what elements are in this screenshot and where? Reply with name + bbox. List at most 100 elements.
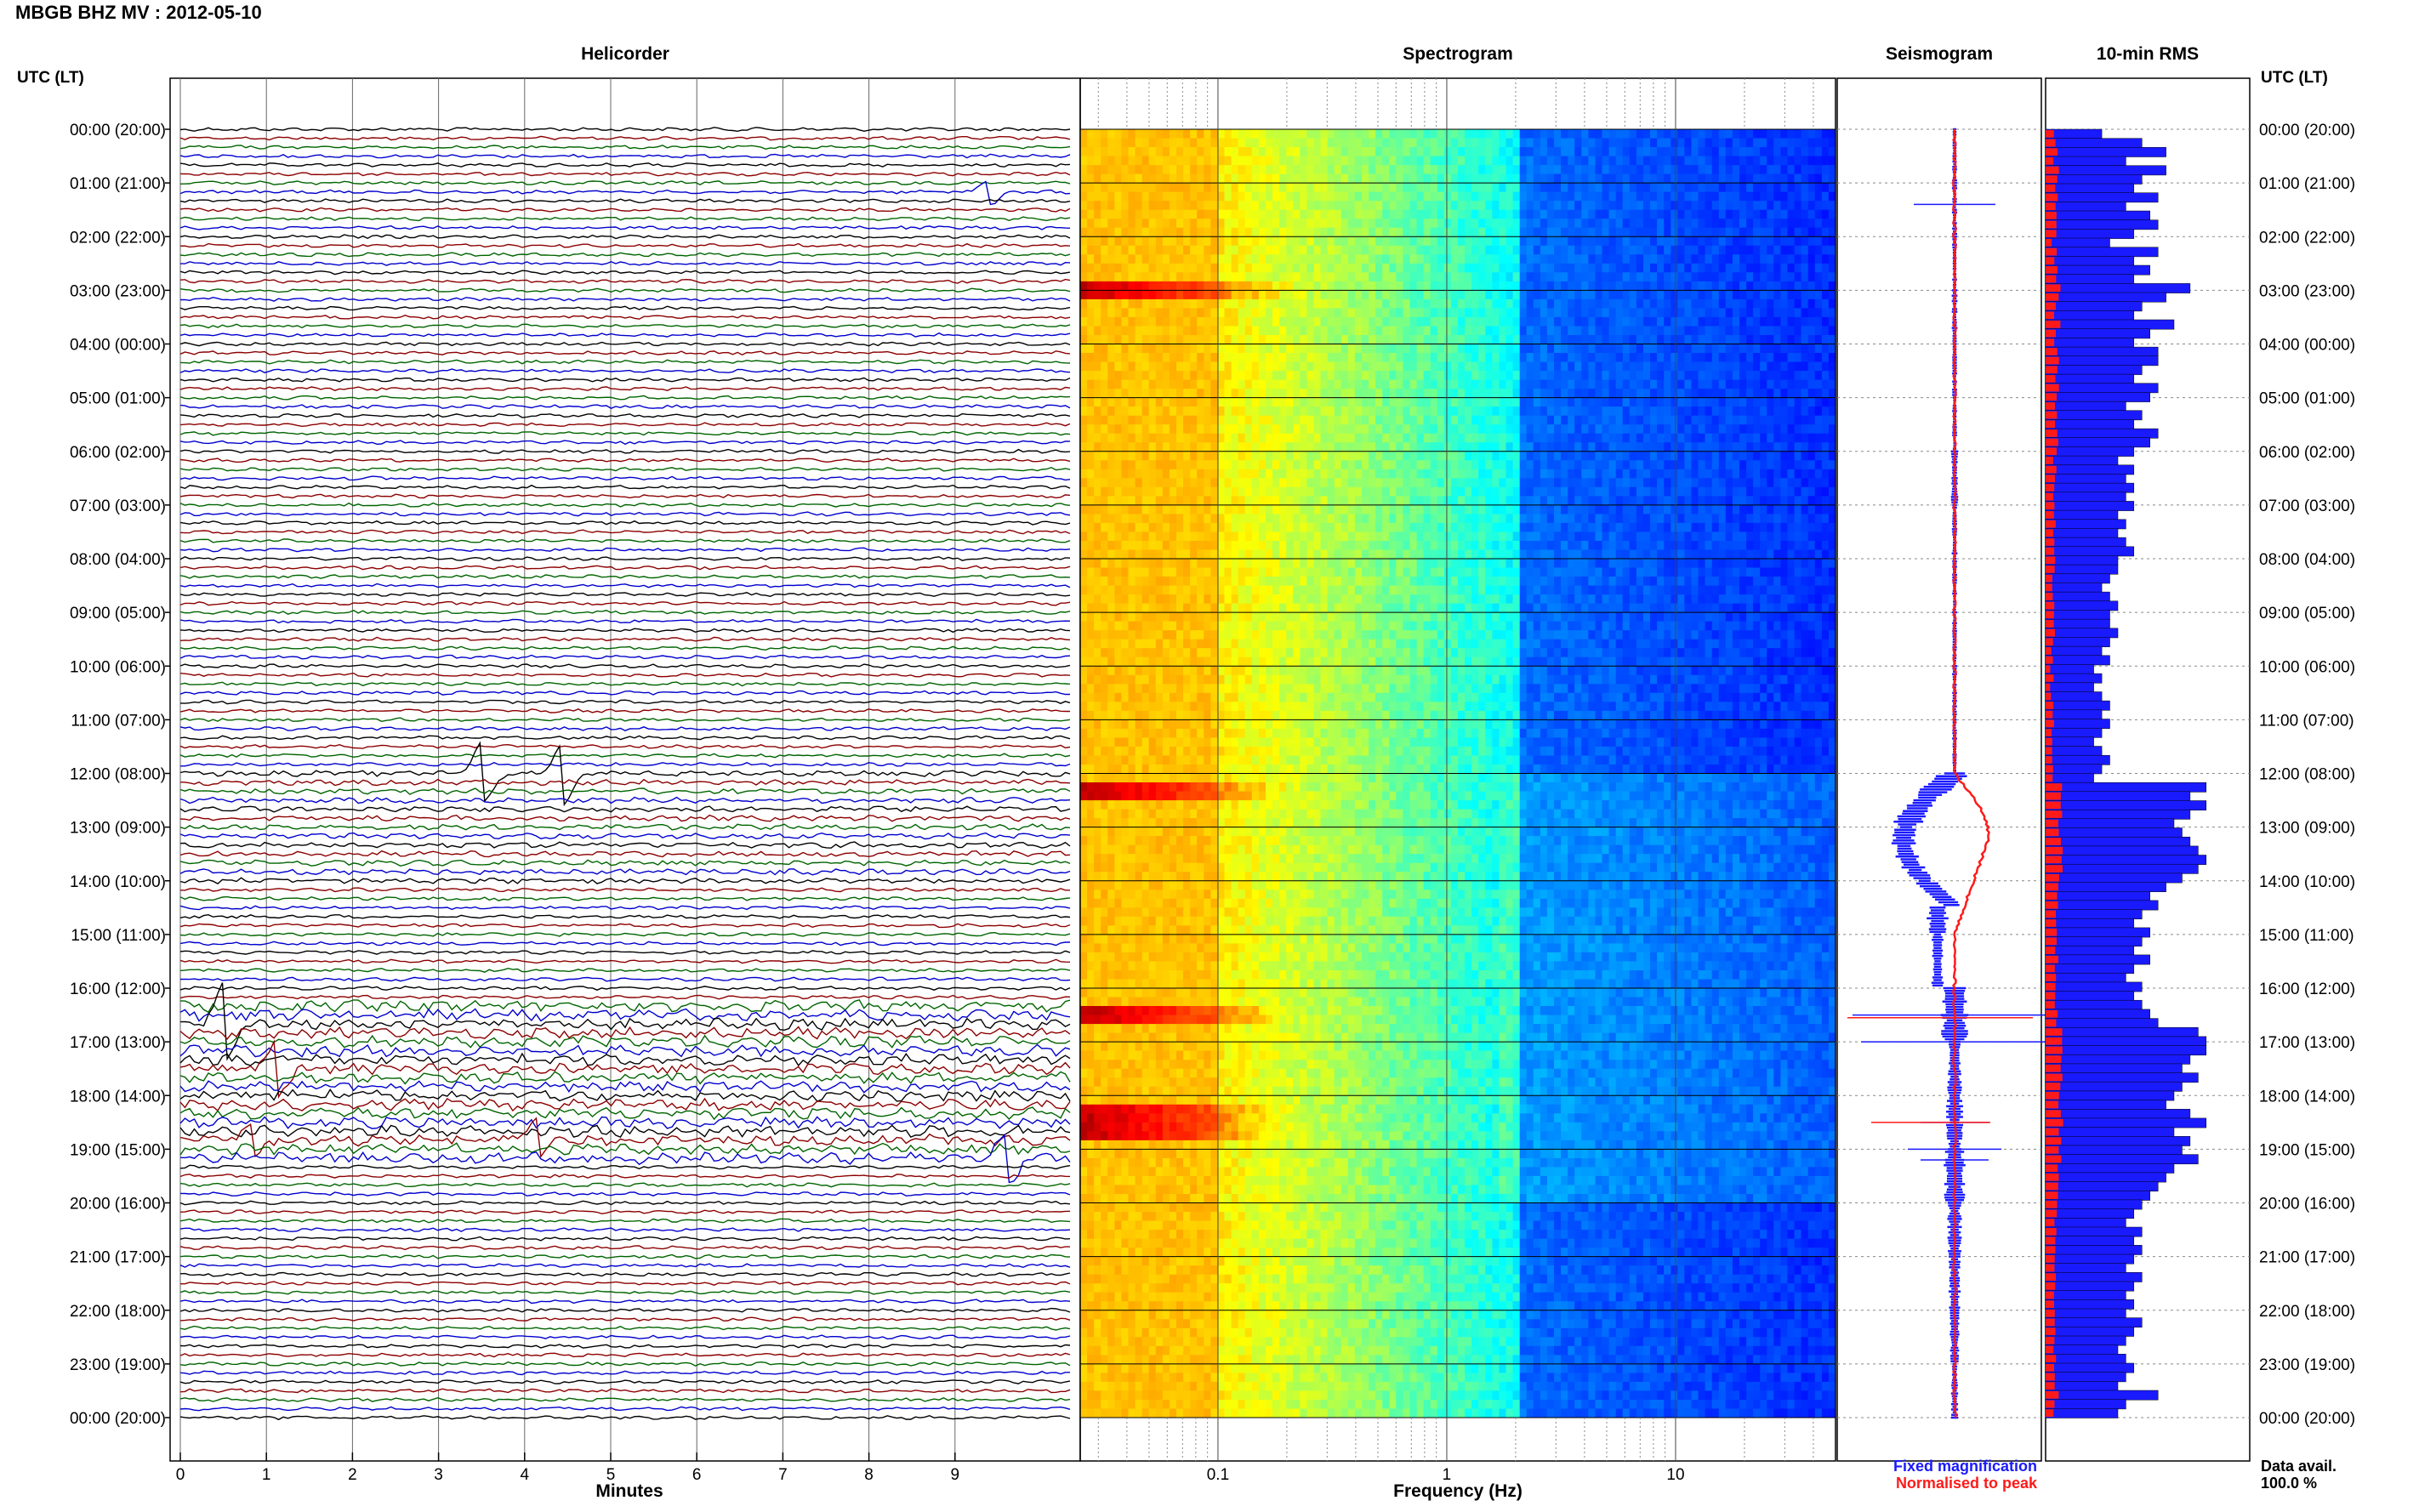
spectrogram-cell: [1636, 496, 1644, 506]
spectrogram-cell: [1767, 460, 1774, 470]
spectrogram-cell: [1217, 433, 1226, 443]
spectrogram-cell: [1183, 316, 1191, 327]
spectrogram-cell: [1183, 415, 1191, 425]
helicorder-trace: [179, 162, 1071, 168]
spectrogram-cell: [1643, 442, 1651, 452]
spectrogram-cell: [1512, 406, 1521, 417]
spectrogram-cell: [1643, 424, 1651, 435]
spectrogram-cell: [1753, 165, 1761, 175]
spectrogram-cell: [1581, 442, 1589, 452]
spectrogram-cell: [1327, 442, 1335, 452]
hour-label-right: 22:00 (18:00): [2259, 1303, 2355, 1321]
spectrogram-cell: [1739, 460, 1747, 470]
spectrogram-cell: [1574, 173, 1582, 184]
spectrogram-cell: [1711, 424, 1720, 435]
spectrogram-cell: [1382, 147, 1390, 157]
spectrogram-cell: [1327, 353, 1335, 363]
spectrogram-cell: [1622, 281, 1631, 291]
spectrogram-cell: [1807, 227, 1816, 237]
spectrogram-cell: [1540, 263, 1548, 273]
spectrogram-cell: [1458, 397, 1466, 407]
spectrogram-cell: [1807, 406, 1816, 417]
helicorder-trace: [179, 1253, 1071, 1259]
spectrogram-cell: [1443, 451, 1452, 461]
spectrogram-cell: [1691, 201, 1699, 211]
spectrogram-cell: [1300, 486, 1307, 497]
spectrogram-cell: [1629, 433, 1637, 443]
spectrogram-cell: [1657, 504, 1665, 514]
spectrogram-cell: [1767, 469, 1774, 479]
spectrogram-cell: [1705, 290, 1713, 300]
spectrogram-cell: [1801, 156, 1809, 166]
spectrogram-cell: [1671, 451, 1678, 461]
hour-label-right: 08:00 (04:00): [2259, 551, 2355, 569]
spectrogram-cell: [1561, 219, 1568, 229]
spectrogram-cell: [1636, 156, 1644, 166]
spectrogram-cell: [1546, 219, 1555, 229]
spectrogram-cell: [1636, 254, 1644, 264]
spectrogram-cell: [1148, 129, 1157, 139]
helicorder-trace: [179, 958, 1071, 964]
spectrogram-cell: [1512, 379, 1521, 389]
spectrogram-cell: [1244, 415, 1253, 425]
spectrogram-cell: [1664, 298, 1671, 309]
spectrogram-cell: [1595, 433, 1603, 443]
spectrogram-cell: [1334, 504, 1342, 514]
spectrogram-cell: [1389, 451, 1397, 461]
spectrogram-cell: [1814, 389, 1823, 399]
spectrogram-cell: [1210, 451, 1219, 461]
spectrogram-cell: [1664, 290, 1671, 300]
spectrogram-cell: [1430, 424, 1438, 435]
spectrogram-cell: [1258, 397, 1266, 407]
spectrogram-cell: [1162, 389, 1170, 399]
spectrogram-cell: [1389, 504, 1397, 514]
spectrogram-cell: [1499, 245, 1507, 255]
spectrogram-cell: [1347, 415, 1356, 425]
spectrogram-cell: [1409, 326, 1418, 336]
spectrogram-cell: [1773, 254, 1781, 264]
spectrogram-cell: [1266, 326, 1273, 336]
spectrogram-cell: [1114, 219, 1123, 229]
spectrogram-cell: [1739, 379, 1747, 389]
spectrogram-cell: [1588, 236, 1597, 247]
spectrogram-cell: [1821, 156, 1830, 166]
spectrogram-cell: [1615, 451, 1624, 461]
spectrogram-cell: [1828, 451, 1836, 461]
spectrogram-cell: [1094, 281, 1101, 291]
spectrogram-cell: [1430, 156, 1438, 166]
spectrogram-cell: [1306, 138, 1315, 148]
spectrogram-cell: [1087, 335, 1095, 345]
spectrogram-cell: [1691, 254, 1699, 264]
spectrogram-cell: [1176, 147, 1184, 157]
spectrogram-cell: [1176, 298, 1184, 309]
spectrogram-cell: [1306, 254, 1315, 264]
spectrogram-cell: [1258, 219, 1266, 229]
spectrogram-cell: [1773, 272, 1781, 282]
helicorder-trace: [180, 1281, 1071, 1286]
spectrogram-cell: [1347, 460, 1356, 470]
spectrogram-cell: [1169, 424, 1177, 435]
spectrogram-cell: [1588, 173, 1597, 184]
spectrogram-cell: [1801, 219, 1809, 229]
spectrogram-cell: [1169, 389, 1177, 399]
spectrogram-cell: [1574, 335, 1582, 345]
spectrogram-cell: [1814, 245, 1823, 255]
spectrogram-cell: [1155, 326, 1164, 336]
spectrogram-cell: [1664, 281, 1671, 291]
spectrogram-cell: [1087, 245, 1095, 255]
spectrogram-cell: [1650, 406, 1658, 417]
spectrogram-cell: [1107, 245, 1115, 255]
spectrogram-cell: [1533, 298, 1541, 309]
spectrogram-cell: [1423, 469, 1431, 479]
spectrogram-cell: [1306, 209, 1315, 219]
spectrogram-cell: [1224, 486, 1232, 497]
spectrogram-cell: [1437, 469, 1445, 479]
spectrogram-cell: [1677, 236, 1685, 247]
spectrogram-cell: [1458, 371, 1466, 381]
spectrogram-cell: [1382, 298, 1390, 309]
spectrogram-cell: [1224, 478, 1232, 488]
spectrogram-cell: [1478, 433, 1486, 443]
spectrogram-cell: [1162, 469, 1170, 479]
spectrogram-cell: [1629, 129, 1637, 139]
spectrogram-cell: [1148, 344, 1157, 354]
